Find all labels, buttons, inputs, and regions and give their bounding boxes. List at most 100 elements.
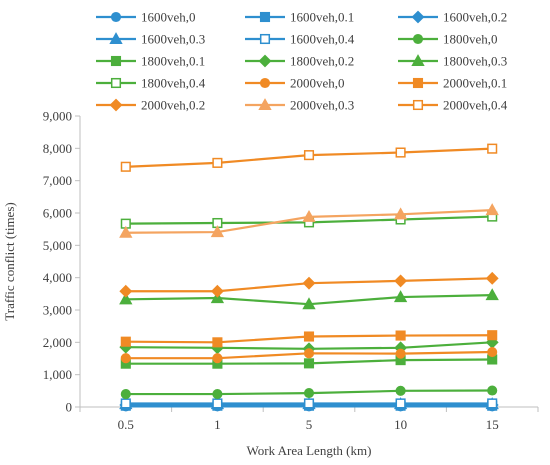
data-point xyxy=(395,330,406,341)
series-14 xyxy=(120,143,498,172)
data-point xyxy=(393,290,408,303)
data-point xyxy=(485,288,499,301)
legend-item: 1800veh,0.4 xyxy=(96,76,206,91)
data-point xyxy=(212,389,223,400)
y-tick-label: 9,000 xyxy=(43,109,72,124)
data-point xyxy=(119,225,133,238)
data-point xyxy=(303,358,315,369)
legend-label: 1800veh,0.1 xyxy=(141,54,205,69)
data-point xyxy=(395,385,406,396)
legend-label: 2000veh,0.1 xyxy=(443,76,507,91)
y-axis-title: Traffic conflict (times) xyxy=(2,202,17,320)
data-point xyxy=(212,353,223,364)
legend-item: 2000veh,0 xyxy=(245,76,345,91)
data-point xyxy=(487,346,498,358)
data-point xyxy=(395,147,406,158)
legend-label: 1600veh,0.4 xyxy=(290,32,355,47)
y-tick-label: 8,000 xyxy=(43,141,72,156)
data-point xyxy=(485,203,499,216)
legend-label: 1800veh,0 xyxy=(443,32,498,47)
data-point xyxy=(394,274,408,288)
data-point xyxy=(395,398,406,409)
legend-marker xyxy=(259,11,271,23)
series-8 xyxy=(119,288,499,310)
x-tick-label: 5 xyxy=(306,417,313,432)
series-4 xyxy=(120,398,498,409)
legend-label: 1600veh,0.2 xyxy=(443,10,507,25)
legend-label: 1800veh,0.3 xyxy=(443,54,507,69)
data-point xyxy=(303,348,315,359)
legend-item: 2000veh,0.1 xyxy=(398,76,507,91)
legend-item: 1600veh,0.3 xyxy=(96,32,205,47)
legend-marker xyxy=(109,32,123,45)
data-point xyxy=(487,385,498,396)
x-axis-ticks: 0.5 1 5 10 15 xyxy=(79,407,539,432)
data-point xyxy=(212,157,223,168)
legend-item: 1600veh,0.2 xyxy=(398,10,507,25)
legend-item: 2000veh,0.4 xyxy=(398,98,508,113)
data-point xyxy=(119,292,133,305)
data-point xyxy=(303,388,315,399)
series-13 xyxy=(119,203,499,238)
legend-marker xyxy=(258,54,272,68)
data-point xyxy=(487,398,498,409)
data-point xyxy=(485,271,499,285)
data-point xyxy=(210,284,224,298)
legend-label: 1600veh,0.3 xyxy=(141,32,205,47)
legend-item: 1600veh,0 xyxy=(96,10,196,25)
series-12 xyxy=(119,271,499,298)
data-point xyxy=(303,398,315,409)
data-point xyxy=(303,331,315,342)
legend-marker xyxy=(110,11,122,23)
legend: 1600veh,0 1600veh,0.1 1600veh,0.2 1600veh,0… xyxy=(96,10,508,113)
series-layer xyxy=(119,143,499,412)
legend-marker xyxy=(411,54,425,67)
legend-item: 1800veh,0 xyxy=(398,32,498,47)
data-point xyxy=(303,150,315,161)
y-tick-label: 2,000 xyxy=(43,335,72,350)
legend-marker xyxy=(411,10,425,24)
legend-marker xyxy=(110,55,122,67)
y-tick-label: 1,000 xyxy=(43,367,72,382)
legend-marker xyxy=(258,98,272,111)
legend-label: 1800veh,0.2 xyxy=(290,54,354,69)
data-point xyxy=(487,143,498,154)
y-tick-label: 7,000 xyxy=(43,173,72,188)
y-tick-label: 6,000 xyxy=(43,206,72,221)
data-point xyxy=(395,348,406,359)
legend-label: 1800veh,0.4 xyxy=(141,76,206,91)
legend-label: 1600veh,0.1 xyxy=(290,10,354,25)
x-axis-title: Work Area Length (km) xyxy=(247,443,372,458)
legend-item: 1600veh,0.1 xyxy=(245,10,354,25)
x-tick-label: 15 xyxy=(486,417,499,432)
y-tick-label: 4,000 xyxy=(43,270,72,285)
series-11 xyxy=(120,330,498,348)
x-tick-label: 10 xyxy=(394,417,407,432)
legend-item: 2000veh,0.3 xyxy=(245,98,354,113)
data-point xyxy=(120,389,131,400)
data-point xyxy=(120,336,131,347)
legend-marker xyxy=(110,77,122,89)
legend-marker xyxy=(412,99,424,111)
legend-label: 2000veh,0.4 xyxy=(443,98,508,113)
legend-marker xyxy=(109,98,123,112)
legend-marker xyxy=(259,33,271,45)
data-point xyxy=(210,225,225,238)
legend-label: 2000veh,0 xyxy=(290,76,345,91)
y-tick-label: 0 xyxy=(66,400,73,415)
y-tick-label: 3,000 xyxy=(43,303,72,318)
data-point xyxy=(119,284,133,298)
data-point xyxy=(212,337,223,348)
legend-label: 2000veh,0.2 xyxy=(141,98,205,113)
data-point xyxy=(120,353,131,364)
y-tick-label: 5,000 xyxy=(43,238,72,253)
y-axis-ticks: 0 1,000 2,000 3,000 4,000 5,000 6,000 7,000 8,00… xyxy=(43,109,80,415)
legend-item: 2000veh,0.2 xyxy=(96,98,205,113)
series-5 xyxy=(120,385,498,400)
legend-label: 1600veh,0 xyxy=(141,10,196,25)
legend-item: 1600veh,0.4 xyxy=(245,32,355,47)
legend-marker xyxy=(412,77,424,89)
legend-marker xyxy=(259,77,271,89)
data-point xyxy=(120,398,131,409)
